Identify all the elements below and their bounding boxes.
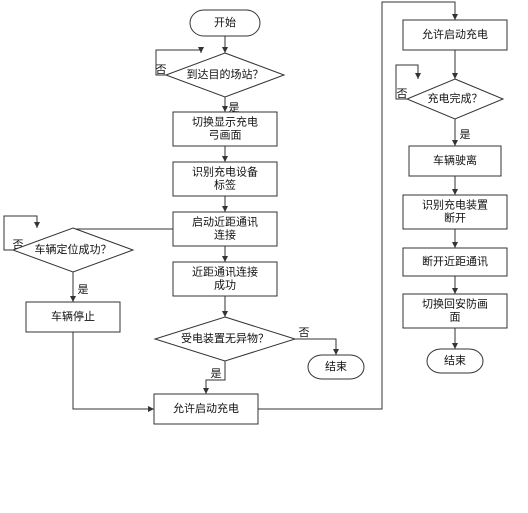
node-locate: 车辆定位成功？: [13, 228, 133, 272]
node-recogDisc: 识别充电装置断开: [403, 195, 507, 229]
node-commOk: 近距通讯连接成功: [173, 262, 277, 296]
node-start: 开始: [190, 10, 260, 36]
node-foreign: 受电装置无异物？: [155, 317, 295, 361]
edge-label: 是: [211, 367, 222, 380]
node-label: 结束: [325, 360, 347, 373]
node-discComm: 断开近距通讯: [403, 248, 507, 276]
node-allow2: 允许启动充电: [403, 20, 507, 50]
edge-12: [295, 339, 336, 355]
node-chargeDone: 充电完成？: [407, 79, 503, 119]
node-label: 近距通讯连接: [192, 265, 258, 278]
node-label: 受电装置无异物？: [181, 331, 269, 345]
node-label: 断开: [444, 210, 466, 224]
edge-label: 是: [78, 283, 89, 296]
node-label: 车辆驶离: [433, 153, 477, 167]
node-label: 切换显示充电: [192, 114, 258, 128]
node-arrive: 到达目的场站？: [166, 53, 284, 97]
node-label: 允许启动充电: [173, 401, 239, 415]
node-label: 切换回安防画: [422, 296, 488, 310]
node-vehLeave: 车辆驶离: [409, 146, 501, 176]
node-label: 允许启动充电: [422, 27, 488, 41]
node-label: 标签: [214, 177, 236, 191]
edge-label: 否: [299, 327, 310, 339]
edge-label: 否: [156, 64, 167, 76]
node-label: 到达目的场站？: [187, 67, 264, 81]
node-label: 开始: [214, 15, 236, 29]
node-end2: 结束: [427, 349, 483, 373]
node-label: 车辆定位成功？: [35, 242, 112, 256]
node-label: 识别充电装置: [422, 197, 488, 211]
node-recogTag: 识别充电设备标签: [173, 162, 277, 196]
node-stop: 车辆停止: [26, 302, 120, 332]
node-label: 弓画面: [209, 129, 242, 141]
node-label: 连接: [214, 228, 236, 241]
node-startComm: 启动近距通讯连接: [173, 212, 277, 246]
node-switchBow: 切换显示充电弓画面: [173, 112, 277, 146]
node-label: 车辆停止: [51, 309, 95, 323]
node-label: 断开近距通讯: [422, 254, 488, 268]
node-label: 结束: [444, 354, 466, 367]
edge-label: 否: [397, 88, 408, 100]
node-label: 识别充电设备: [192, 164, 258, 178]
flowchart-diagram: 是否是否是否是否 开始到达目的场站？切换显示充电弓画面识别充电设备标签启动近距通…: [0, 0, 528, 513]
node-label: 充电完成？: [428, 91, 483, 105]
node-end1: 结束: [308, 355, 364, 379]
node-switchSec: 切换回安防画面: [403, 294, 507, 328]
edge-7: [73, 228, 173, 229]
node-label: 成功: [214, 278, 236, 291]
edge-10: [73, 332, 154, 409]
node-label: 面: [450, 311, 461, 323]
edge-label: 是: [460, 128, 471, 141]
node-allow1: 允许启动充电: [154, 394, 258, 424]
node-label: 启动近距通讯: [192, 215, 258, 228]
